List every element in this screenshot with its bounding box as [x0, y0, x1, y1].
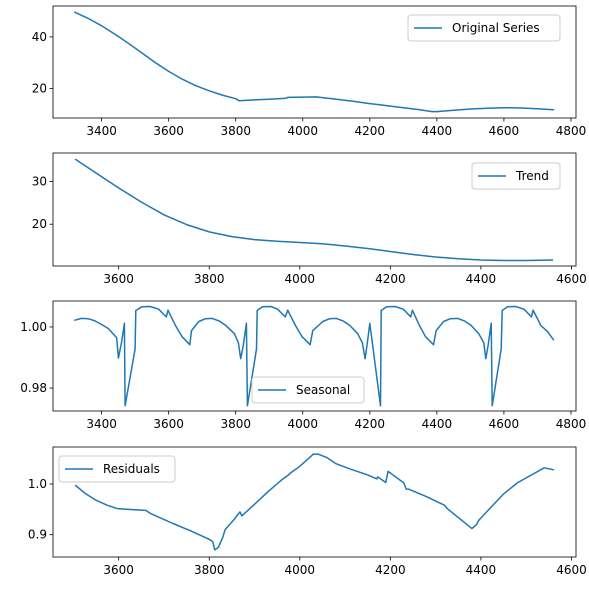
legend-box: [407, 14, 561, 42]
legend-box: [251, 376, 365, 404]
chart-panel-3: 3400 3600 3800 4000 4200 4400 4600 4800 0.98 1.00…: [20, 300, 587, 431]
y-tick-label: 20: [32, 81, 47, 95]
chart-panel-1: 3400 3600 3800 4000 4200 4400 4600 4800 20 40 Orig…: [32, 5, 587, 138]
series-line-1-1: [74, 11, 555, 113]
x-tick-label: 4200: [375, 272, 406, 286]
x-tick-label: 4600: [556, 272, 587, 286]
legend-box: [58, 455, 176, 483]
y-tick-label: 20: [32, 217, 47, 231]
x-tick-label: 4600: [489, 124, 520, 138]
x-tick-label: 4000: [287, 124, 318, 138]
x-tick-label: 3400: [86, 124, 117, 138]
x-tick-label: 4200: [355, 417, 386, 431]
series-line-2-1: [74, 158, 554, 262]
axes-frame: [52, 152, 577, 267]
y-tick-label: 0.9: [28, 528, 47, 542]
chart-panel-2: 3600 3800 4000 4200 4400 4600 20 30 Trend: [32, 152, 587, 286]
x-tick-label: 3800: [194, 272, 225, 286]
x-tick-label: 4600: [556, 563, 587, 577]
y-tick-label: 1.00: [20, 320, 47, 334]
x-tick-label: 4000: [285, 272, 316, 286]
x-tick-label: 3800: [194, 563, 225, 577]
legend: Seasonal: [251, 376, 365, 404]
y-tick-label: 30: [32, 175, 47, 189]
x-tick-label: 4800: [556, 417, 587, 431]
axes-frame: [52, 5, 577, 119]
x-tick-label: 3600: [103, 563, 134, 577]
x-tick-label: 4400: [422, 124, 453, 138]
x-tick-label: 4800: [556, 124, 587, 138]
x-tick-label: 3400: [86, 417, 117, 431]
legend: Trend: [471, 162, 561, 190]
legend: Original Series: [407, 14, 561, 42]
legend-label: Seasonal: [296, 383, 350, 397]
x-tick-label: 3600: [153, 124, 184, 138]
x-tick-label: 3600: [103, 272, 134, 286]
x-tick-label: 4400: [466, 272, 497, 286]
x-tick-label: 3600: [153, 417, 184, 431]
x-tick-label: 4400: [422, 417, 453, 431]
chart-panel-4: 3600 3800 4000 4200 4400 4600 0.9 1.0 Residuals: [28, 446, 587, 577]
series-line-3-1: [74, 305, 555, 407]
x-tick-label: 3800: [220, 417, 251, 431]
axes-frame: [52, 446, 577, 558]
axes-frame: [52, 300, 577, 412]
series-line-4-1: [74, 453, 555, 551]
y-tick-label: 40: [32, 30, 47, 44]
x-tick-label: 4000: [285, 563, 316, 577]
legend-label: Trend: [515, 169, 549, 183]
x-tick-label: 4000: [287, 417, 318, 431]
x-tick-label: 4400: [466, 563, 497, 577]
y-tick-label: 0.98: [20, 381, 47, 395]
y-tick-label: 1.0: [28, 477, 47, 491]
x-tick-label: 4600: [489, 417, 520, 431]
x-tick-label: 4200: [375, 563, 406, 577]
legend-label: Residuals: [103, 462, 160, 476]
x-tick-label: 3800: [220, 124, 251, 138]
legend-label: Original Series: [452, 21, 540, 35]
legend-box: [471, 162, 561, 190]
x-tick-label: 4200: [355, 124, 386, 138]
legend: Residuals: [58, 455, 176, 483]
